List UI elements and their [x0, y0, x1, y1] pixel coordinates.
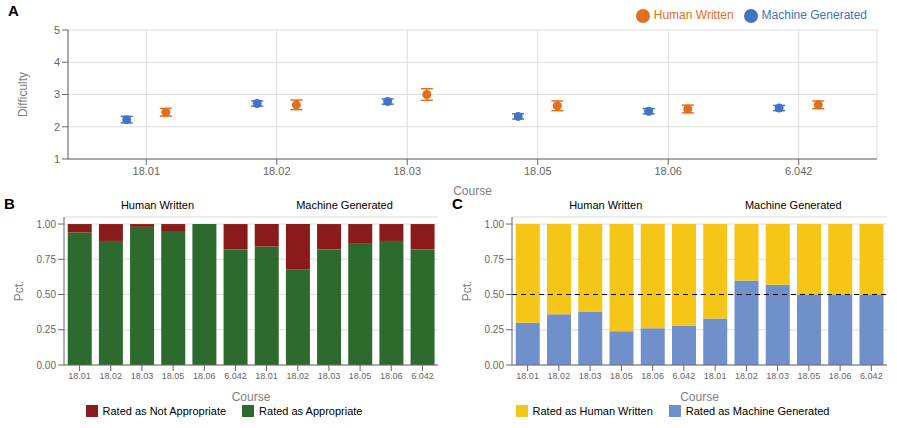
svg-text:18.03: 18.03 — [579, 371, 602, 381]
svg-text:6.042: 6.042 — [411, 371, 434, 381]
svg-text:18.02: 18.02 — [286, 371, 309, 381]
svg-text:18.02: 18.02 — [735, 371, 758, 381]
svg-text:Difficulty: Difficulty — [16, 72, 30, 117]
svg-text:18.01: 18.01 — [704, 371, 727, 381]
svg-text:Course: Course — [680, 390, 719, 401]
svg-text:3: 3 — [54, 88, 60, 100]
svg-text:6.042: 6.042 — [224, 371, 247, 381]
svg-text:1.00: 1.00 — [485, 219, 505, 230]
svg-text:6.042: 6.042 — [860, 371, 883, 381]
svg-text:0.00: 0.00 — [485, 360, 505, 371]
svg-text:18.03: 18.03 — [766, 371, 789, 381]
svg-text:6.042: 6.042 — [785, 165, 813, 177]
html-text:Human Written: Human Written — [120, 199, 195, 211]
svg-text:Pct.: Pct. — [12, 281, 26, 302]
html-text:Human Written: Human Written — [653, 8, 734, 22]
svg-text:18.01: 18.01 — [255, 371, 278, 381]
html-text:A: A — [8, 2, 19, 19]
svg-text:5: 5 — [54, 24, 60, 36]
svg-text:0.75: 0.75 — [37, 254, 57, 265]
svg-text:18.03: 18.03 — [131, 371, 154, 381]
svg-text:18.02: 18.02 — [263, 165, 291, 177]
svg-text:4: 4 — [54, 56, 60, 68]
svg-text:Pct.: Pct. — [460, 281, 474, 302]
html-text:C: C — [452, 195, 463, 212]
svg-text:0.25: 0.25 — [485, 324, 505, 335]
html-text:Human Written: Human Written — [569, 199, 643, 211]
svg-text:0.50: 0.50 — [485, 289, 505, 300]
svg-text:18.05: 18.05 — [524, 165, 552, 177]
svg-text:18.05: 18.05 — [162, 371, 185, 381]
svg-text:1: 1 — [54, 153, 60, 165]
svg-text:18.06: 18.06 — [641, 371, 664, 381]
svg-text:18.01: 18.01 — [516, 371, 539, 381]
html-text:Rated as Appropriate: Rated as Appropriate — [259, 405, 363, 417]
html-text:B: B — [4, 195, 15, 212]
svg-text:18.05: 18.05 — [798, 371, 821, 381]
svg-text:0.50: 0.50 — [37, 289, 57, 300]
svg-text:0.75: 0.75 — [485, 254, 505, 265]
svg-text:6.042: 6.042 — [673, 371, 696, 381]
svg-text:18.06: 18.06 — [193, 371, 216, 381]
svg-text:18.06: 18.06 — [380, 371, 403, 381]
svg-text:0.00: 0.00 — [37, 360, 57, 371]
html-text:Rated as Machine Generated: Rated as Machine Generated — [685, 405, 830, 417]
svg-text:0.25: 0.25 — [37, 324, 57, 335]
svg-text:18.03: 18.03 — [393, 165, 421, 177]
svg-text:Course: Course — [232, 390, 271, 401]
svg-text:18.05: 18.05 — [610, 371, 633, 381]
svg-text:18.01: 18.01 — [68, 371, 91, 381]
svg-text:1.00: 1.00 — [37, 219, 57, 230]
html-text:Rated as Not Appropriate: Rated as Not Appropriate — [102, 405, 227, 417]
html-text:Machine Generated: Machine Generated — [744, 199, 842, 211]
svg-text:18.06: 18.06 — [654, 165, 682, 177]
svg-text:18.05: 18.05 — [349, 371, 372, 381]
html-text:Machine Generated: Machine Generated — [761, 8, 867, 22]
svg-text:18.02: 18.02 — [99, 371, 122, 381]
svg-text:2: 2 — [54, 121, 60, 133]
html-text:Machine Generated: Machine Generated — [296, 199, 393, 211]
svg-text:18.01: 18.01 — [133, 165, 161, 177]
svg-text:18.02: 18.02 — [548, 371, 571, 381]
html-text:Rated as Human Written: Rated as Human Written — [532, 405, 653, 417]
svg-text:Course: Course — [453, 184, 492, 195]
svg-text:18.06: 18.06 — [829, 371, 852, 381]
svg-text:18.03: 18.03 — [318, 371, 341, 381]
